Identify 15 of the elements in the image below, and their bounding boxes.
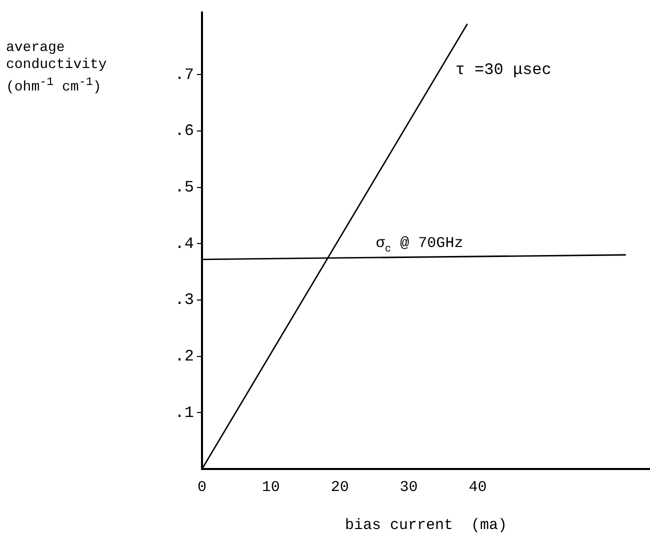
y-tick-label: .6 [174,122,194,140]
x-tick-label: 20 [330,478,349,496]
y-tick-label: .3 [174,291,194,310]
x-tick-label: 30 [400,478,418,496]
y-tick-label: .1 [174,404,194,422]
y-tick-label: .5 [174,178,194,197]
x-tick-label: 40 [468,478,487,496]
series-label: τ =30 μsec [455,60,552,79]
x-tick-label: 0 [197,478,207,496]
y-tick-label: .7 [174,66,194,84]
y-tick-label: .2 [174,348,194,366]
y-tick-label: .4 [174,234,194,253]
y-axis-title: average conductivity (ohm$^{-1}$ cm$^{-1}$) [6,40,108,97]
x-tick-label: 10 [262,478,280,496]
x-axis-title: bias current (ma) [344,516,508,534]
